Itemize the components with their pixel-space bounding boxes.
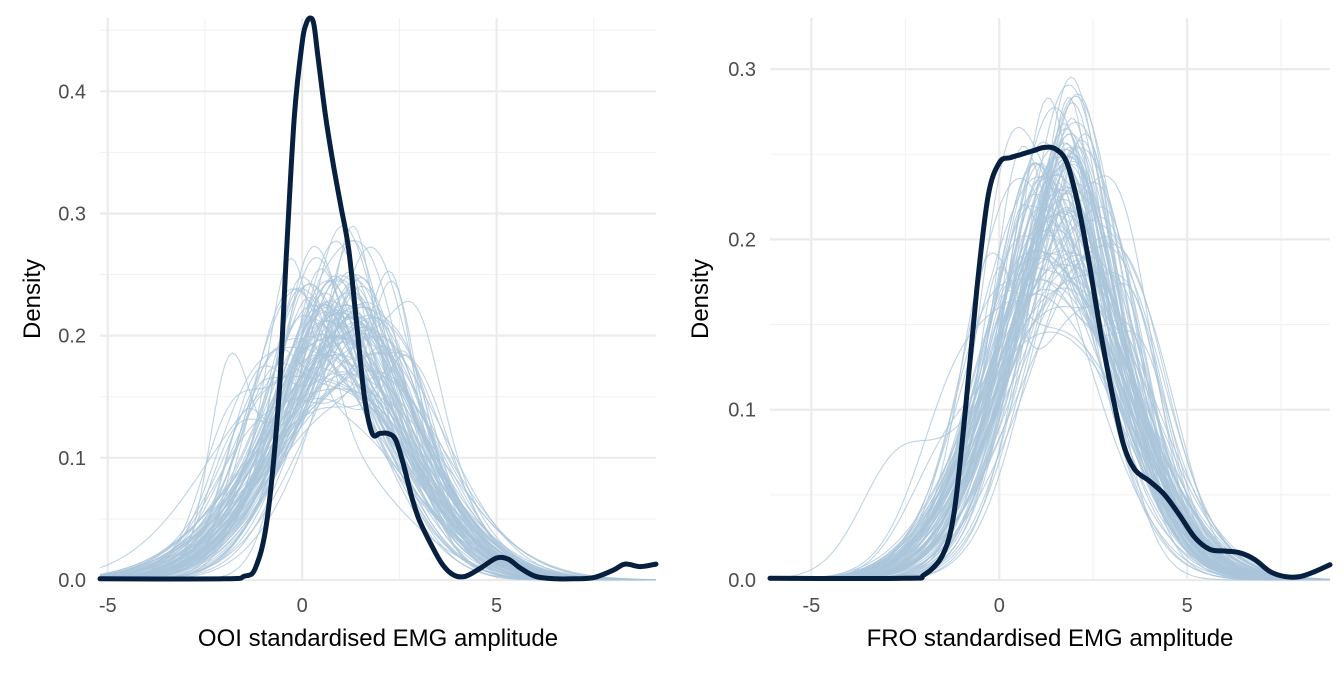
y-tick-label: 0.3 — [728, 59, 756, 81]
replicate-line — [769, 293, 1330, 581]
replicate-line — [770, 133, 1330, 581]
replicate-densities — [99, 225, 657, 581]
replicate-line — [770, 154, 1331, 581]
x-tick-label: -5 — [99, 595, 117, 617]
x-axis-title: FRO standardised EMG amplitude — [867, 625, 1234, 652]
y-tick-label: 0.0 — [58, 570, 86, 592]
replicate-line — [769, 331, 1331, 580]
replicate-line — [770, 76, 1330, 581]
replicate-line — [769, 278, 1331, 581]
replicate-line — [770, 145, 1330, 581]
y-tick-label: 0.2 — [728, 229, 756, 251]
x-tick-label: 0 — [994, 595, 1005, 617]
replicate-line — [770, 243, 1331, 581]
replicate-line — [770, 250, 1331, 581]
replicate-line — [99, 326, 656, 581]
observed-density-line — [97, 15, 659, 582]
y-tick-label: 0.2 — [58, 326, 86, 348]
replicate-line — [769, 206, 1331, 581]
grid — [100, 18, 656, 582]
replicate-line — [769, 206, 1330, 581]
replicate-line — [770, 264, 1330, 581]
y-tick-label: 0.0 — [728, 570, 756, 592]
replicate-line — [769, 210, 1331, 581]
y-axis-title: Density — [19, 259, 46, 339]
y-axis-title: Density — [687, 259, 714, 339]
y-tick-label: 0.4 — [58, 81, 86, 103]
replicate-line — [770, 229, 1331, 581]
replicate-line — [770, 219, 1330, 581]
replicate-densities — [769, 76, 1331, 581]
replicate-line — [770, 133, 1330, 581]
panel-ooi: -5 0 5 0.0 0.1 0.2 0.3 0.4 OOI standardised EMG … — [19, 15, 659, 652]
replicate-line — [770, 220, 1331, 581]
x-tick-label: 5 — [1182, 595, 1193, 617]
replicate-line — [769, 256, 1330, 581]
x-tick-label: 5 — [491, 595, 502, 617]
replicate-line — [770, 250, 1331, 581]
replicate-line — [770, 209, 1331, 581]
x-tick-label: 0 — [297, 595, 308, 617]
observed-density-line — [767, 144, 1333, 582]
replicate-line — [770, 214, 1331, 581]
panel-fro: -5 0 5 0.0 0.1 0.2 0.3 FRO standardised EMG amp… — [687, 18, 1333, 652]
x-axis-title: OOI standardised EMG amplitude — [198, 625, 558, 652]
replicate-line — [769, 206, 1330, 581]
replicate-line — [770, 235, 1331, 581]
replicate-line — [770, 183, 1330, 581]
replicate-line — [770, 133, 1331, 581]
replicate-line — [770, 288, 1330, 581]
replicate-line — [770, 257, 1331, 581]
replicate-line — [770, 271, 1331, 581]
replicate-line — [100, 300, 656, 581]
replicate-line — [770, 117, 1330, 581]
y-tick-label: 0.3 — [58, 203, 86, 225]
x-tick-label: -5 — [802, 595, 820, 617]
y-tick-label: 0.1 — [58, 448, 86, 470]
y-tick-label: 0.1 — [728, 400, 756, 422]
replicate-line — [99, 333, 657, 581]
